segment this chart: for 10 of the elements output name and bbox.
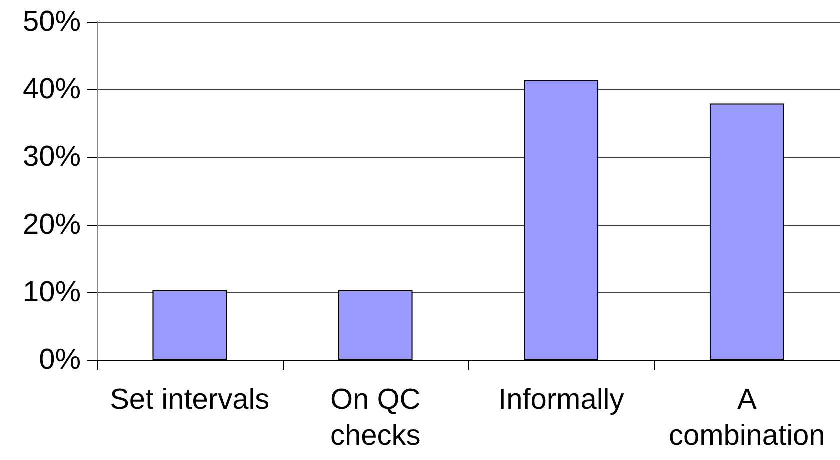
y-tick-label: 0% xyxy=(39,344,81,376)
x-tick-label: Informally xyxy=(498,384,625,416)
x-tick-label: Set intervals xyxy=(110,384,270,416)
y-tick-label: 20% xyxy=(22,208,81,241)
y-tick-label: 40% xyxy=(22,74,81,106)
y-tick-label: 30% xyxy=(22,141,81,174)
y-tick-label: 10% xyxy=(22,276,81,308)
x-tick-label: On QC checks xyxy=(330,384,421,452)
x-tick-label: A combination xyxy=(668,384,826,452)
y-tick-label: 50% xyxy=(22,6,81,38)
